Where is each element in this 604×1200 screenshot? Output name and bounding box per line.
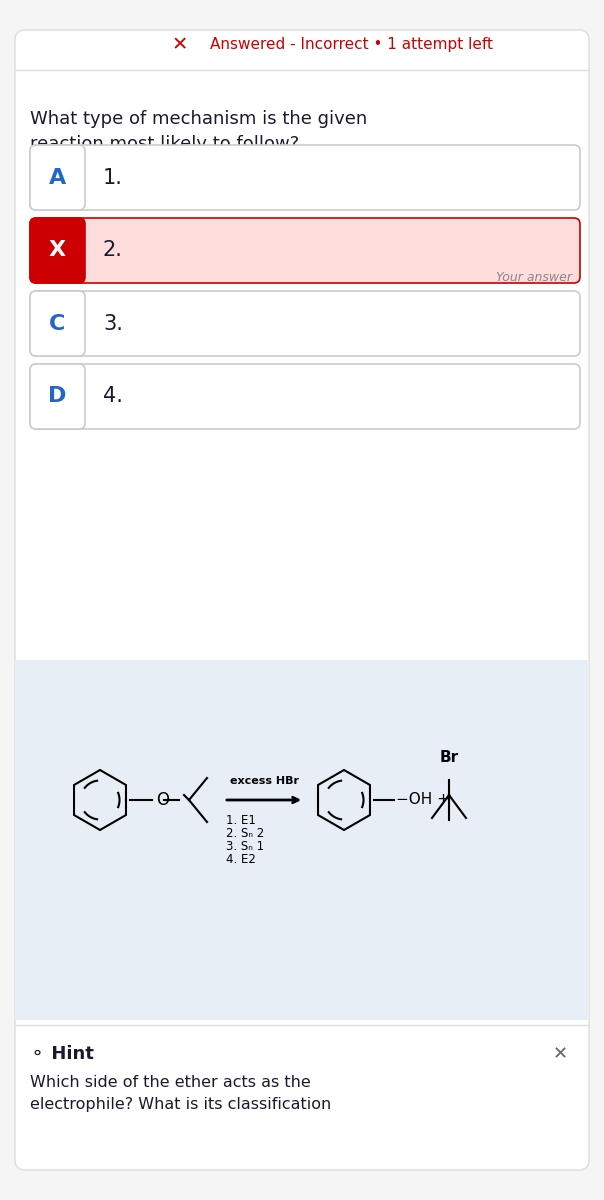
Text: C: C — [50, 313, 66, 334]
Text: O: O — [156, 791, 169, 809]
FancyBboxPatch shape — [15, 30, 589, 1170]
Text: 2. Sₙ 2: 2. Sₙ 2 — [226, 827, 265, 840]
Text: Br: Br — [440, 750, 458, 766]
FancyBboxPatch shape — [30, 145, 85, 210]
Text: Answered - Incorrect • 1 attempt left: Answered - Incorrect • 1 attempt left — [210, 37, 493, 53]
Text: 3.: 3. — [103, 313, 123, 334]
Text: D: D — [48, 386, 66, 407]
Text: ✕: ✕ — [172, 36, 188, 54]
Text: 3. Sₙ 1: 3. Sₙ 1 — [226, 840, 264, 853]
FancyBboxPatch shape — [30, 218, 85, 283]
Text: A: A — [49, 168, 66, 187]
FancyBboxPatch shape — [30, 290, 85, 356]
Text: ⚬ Hint: ⚬ Hint — [30, 1045, 94, 1063]
Text: 4.: 4. — [103, 386, 123, 407]
FancyBboxPatch shape — [30, 364, 85, 428]
Text: 2.: 2. — [103, 240, 123, 260]
Text: 1.: 1. — [103, 168, 123, 187]
FancyBboxPatch shape — [30, 290, 580, 356]
Text: 1. E1: 1. E1 — [226, 814, 256, 827]
Text: 4. E2: 4. E2 — [226, 853, 256, 866]
FancyBboxPatch shape — [15, 660, 589, 1020]
FancyBboxPatch shape — [30, 218, 580, 283]
FancyBboxPatch shape — [30, 145, 580, 210]
Text: ✕: ✕ — [553, 1045, 568, 1063]
Text: X: X — [49, 240, 66, 260]
Text: Your answer: Your answer — [496, 271, 572, 284]
Text: −OH +: −OH + — [396, 792, 450, 808]
Text: What type of mechanism is the given
reaction most likely to follow?: What type of mechanism is the given reac… — [30, 110, 367, 152]
FancyBboxPatch shape — [30, 364, 580, 428]
Text: excess HBr: excess HBr — [230, 776, 298, 786]
Text: Which side of the ether acts as the
electrophile? What is its classification: Which side of the ether acts as the elec… — [30, 1075, 331, 1112]
